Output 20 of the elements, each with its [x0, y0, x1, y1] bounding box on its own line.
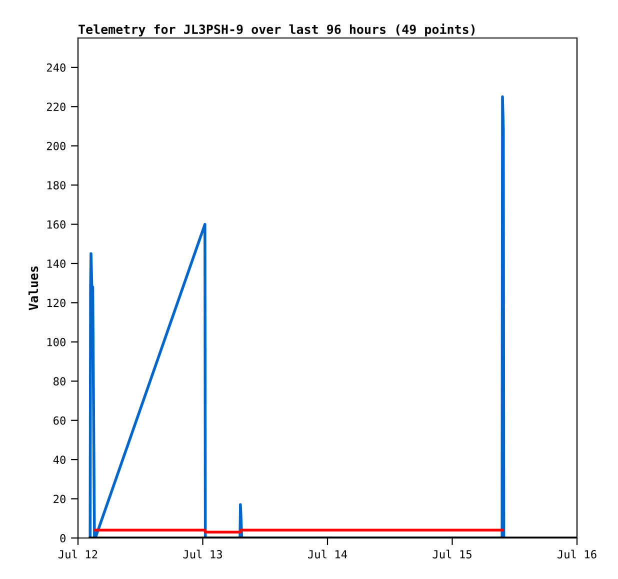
- y-tick-label: 180: [47, 181, 66, 190]
- y-tick-label: 120: [47, 298, 66, 308]
- x-tick-label: Jul 15: [432, 550, 472, 558]
- y-tick-label: 160: [47, 220, 66, 229]
- y-tick-label: 80: [54, 377, 66, 386]
- y-tick-label: 0: [60, 534, 66, 542]
- y-tick-label: 20: [54, 494, 66, 504]
- chart-title: Telemetry for JL3PSH-9 over last 96 hours (49 points): [78, 24, 475, 36]
- y-tick-label: 140: [47, 259, 66, 268]
- x-tick-label: Jul 12: [58, 550, 98, 558]
- y-tick-label: 200: [46, 142, 66, 150]
- y-tick-label: 40: [53, 456, 66, 464]
- y-tick-label: 240: [46, 63, 66, 72]
- x-tick-label: Jul 14: [308, 550, 348, 558]
- y-tick-label: 100: [47, 338, 66, 346]
- x-tick-label: Jul 13: [183, 550, 222, 558]
- y-axis-title: Values: [28, 266, 38, 310]
- y-tick-label: 220: [46, 102, 66, 112]
- y-tick-label: 60: [54, 416, 66, 425]
- x-tick-label: Jul 16: [558, 550, 596, 558]
